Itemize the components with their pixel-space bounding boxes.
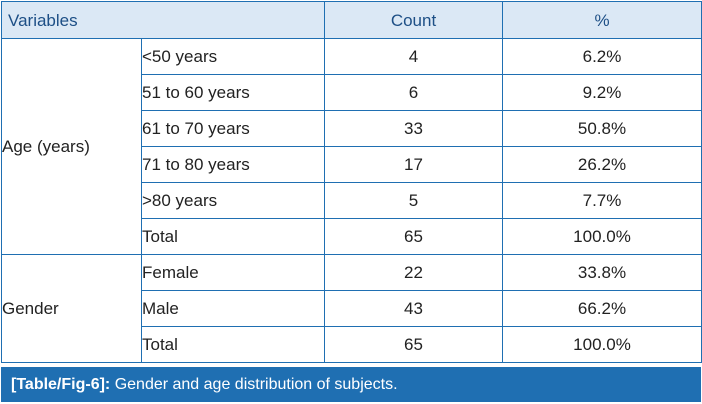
header-count: Count bbox=[324, 1, 503, 39]
row-percent: 100.0% bbox=[502, 326, 702, 363]
row-label: 61 to 70 years bbox=[141, 110, 325, 147]
row-count: 43 bbox=[324, 290, 503, 327]
distribution-table: Variables Count % Age (years) <50 years … bbox=[1, 1, 702, 363]
row-label: >80 years bbox=[141, 182, 325, 219]
row-label: <50 years bbox=[141, 38, 325, 75]
table-header-row: Variables Count % bbox=[1, 1, 702, 39]
row-label: Male bbox=[141, 290, 325, 327]
row-count: 5 bbox=[324, 182, 503, 219]
row-count: 22 bbox=[324, 254, 503, 291]
table-row: 51 to 60 years 6 9.2% bbox=[2, 74, 702, 111]
figure-caption: [Table/Fig-6]: Gender and age distributi… bbox=[1, 367, 701, 402]
table-row: Age (years) <50 years 4 6.2% bbox=[1, 38, 702, 255]
row-percent: 9.2% bbox=[502, 74, 702, 111]
row-label: 51 to 60 years bbox=[141, 74, 325, 111]
row-count: 17 bbox=[324, 146, 503, 183]
row-percent: 26.2% bbox=[502, 146, 702, 183]
header-percent: % bbox=[502, 1, 702, 39]
header-variables: Variables bbox=[1, 1, 325, 39]
row-label: Female bbox=[141, 254, 325, 291]
row-count: 6 bbox=[324, 74, 503, 111]
row-count: 4 bbox=[324, 38, 503, 75]
row-percent: 7.7% bbox=[502, 182, 702, 219]
row-count: 65 bbox=[324, 218, 503, 255]
caption-text: Gender and age distribution of subjects. bbox=[110, 376, 398, 393]
table-row: Gender Female 22 33.8% bbox=[1, 254, 702, 363]
row-percent: 50.8% bbox=[502, 110, 702, 147]
table-row: 71 to 80 years 17 26.2% bbox=[2, 146, 702, 183]
table-row: >80 years 5 7.7% bbox=[2, 182, 702, 219]
row-percent: 6.2% bbox=[502, 38, 702, 75]
row-label: Total bbox=[141, 326, 325, 363]
row-percent: 33.8% bbox=[502, 254, 702, 291]
row-percent: 100.0% bbox=[502, 218, 702, 255]
group-age: Age (years) bbox=[1, 38, 142, 255]
row-label: Total bbox=[141, 218, 325, 255]
group-gender: Gender bbox=[1, 254, 142, 363]
row-label: 71 to 80 years bbox=[141, 146, 325, 183]
row-percent: 66.2% bbox=[502, 290, 702, 327]
table-row: Total 65 100.0% bbox=[2, 326, 702, 363]
caption-label: [Table/Fig-6]: bbox=[11, 376, 111, 393]
table-row: Male 43 66.2% bbox=[2, 290, 702, 327]
row-count: 65 bbox=[324, 326, 503, 363]
row-count: 33 bbox=[324, 110, 503, 147]
